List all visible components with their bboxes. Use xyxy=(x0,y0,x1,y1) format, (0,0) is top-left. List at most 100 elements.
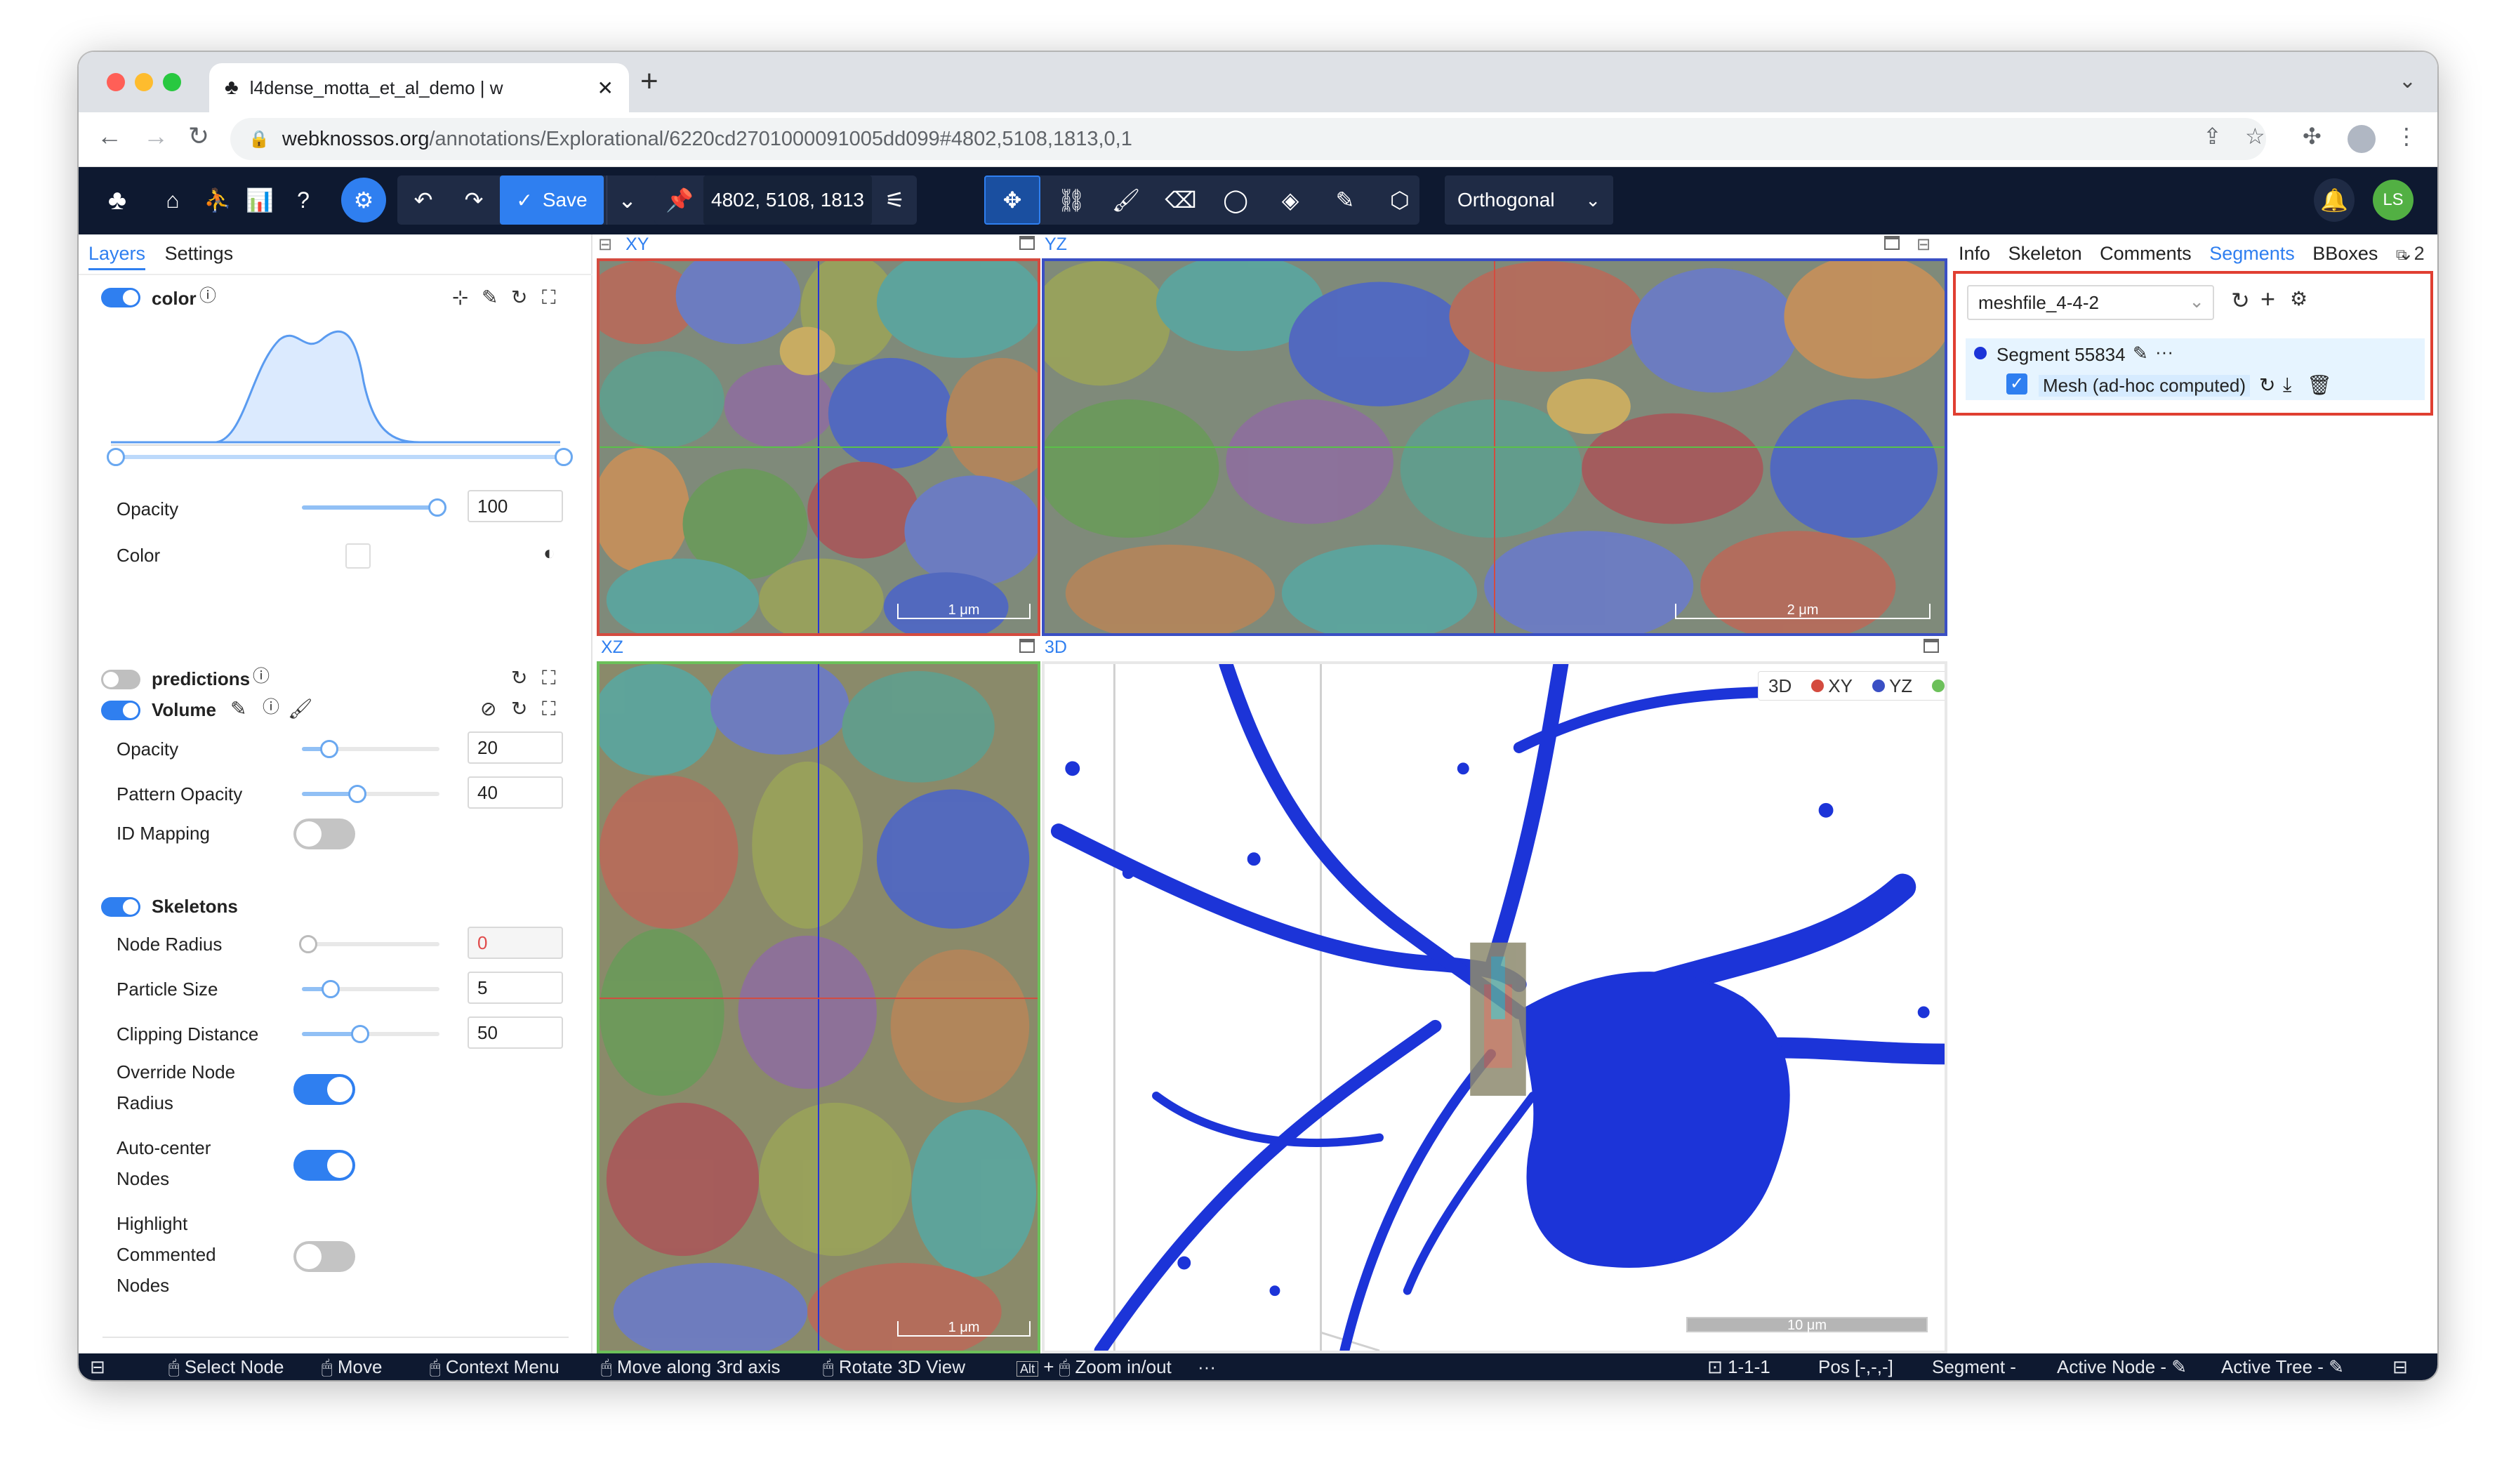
node-radius-input[interactable]: 0 xyxy=(468,927,563,959)
collapse-left-panel-icon[interactable]: ⊟ xyxy=(90,1356,105,1377)
xy-viewport[interactable]: 1 μm xyxy=(597,258,1040,636)
share-icon[interactable]: ⇪ xyxy=(2203,124,2222,149)
view-mode-select[interactable]: Orthogonal ⌄ xyxy=(1445,175,1613,225)
collapse-left-icon[interactable]: ⊟ xyxy=(598,235,613,254)
reload-icon[interactable]: ↻ xyxy=(511,667,528,689)
pattern-opacity-slider[interactable] xyxy=(302,785,439,803)
brush-tool-icon[interactable]: 🖌 xyxy=(1111,187,1141,213)
skeleton-tool-icon[interactable]: ⛓ xyxy=(1057,187,1086,213)
save-dropdown-chevron-icon[interactable]: ⌄ xyxy=(607,175,647,225)
segment-row[interactable]: Segment 55834 ✎ ··· xyxy=(1966,338,2425,369)
histogram-range-slider[interactable] xyxy=(107,448,573,466)
fit-bbox-icon[interactable]: ⛶ xyxy=(542,286,556,308)
tab-skeleton[interactable]: Skeleton xyxy=(2008,243,2082,264)
tab-comments[interactable]: Comments xyxy=(2100,243,2192,264)
home-icon[interactable]: ⌂ xyxy=(166,187,180,213)
pin-icon[interactable]: 📌 xyxy=(666,187,694,213)
fill-tool-icon[interactable]: ◈ xyxy=(1281,187,1299,213)
invert-color-icon[interactable]: ◐ xyxy=(543,542,555,564)
help-icon[interactable]: ? xyxy=(297,187,310,213)
maximize-xz-icon[interactable] xyxy=(1019,639,1035,653)
edit-icon[interactable]: ✎ xyxy=(482,286,498,308)
pattern-opacity-input[interactable]: 40 xyxy=(468,776,563,809)
disable-icon[interactable]: ⊘ xyxy=(480,698,497,720)
volume-opacity-input[interactable]: 20 xyxy=(468,731,563,764)
more-menu-icon[interactable]: ⋮ xyxy=(2395,124,2418,149)
tab-layers[interactable]: Layers xyxy=(88,243,146,270)
browser-tab[interactable]: ♣ l4dense_motta_et_al_demo | w ✕ xyxy=(209,63,629,112)
extensions-icon[interactable]: ✣ xyxy=(2303,124,2322,149)
undo-icon[interactable]: ↶ xyxy=(413,187,433,213)
histogram-min-handle[interactable] xyxy=(107,448,125,466)
bounding-box-tool-icon[interactable]: ⬡ xyxy=(1390,187,1410,213)
color-picker-swatch[interactable] xyxy=(345,543,371,569)
url-input[interactable]: 🔒 webknossos.org/annotations/Exploration… xyxy=(230,118,2266,160)
legend-xy[interactable]: XY xyxy=(1801,675,1862,697)
webknossos-logo-icon[interactable]: ♣ xyxy=(107,184,127,216)
legend-yz[interactable]: YZ xyxy=(1862,675,1922,697)
highlight-commented-toggle[interactable] xyxy=(293,1241,355,1272)
zoom-window-button[interactable] xyxy=(163,73,181,91)
bookmark-star-icon[interactable]: ☆ xyxy=(2245,124,2265,149)
yz-viewport[interactable]: 2 μm xyxy=(1042,258,1947,636)
tab-settings[interactable]: Settings xyxy=(164,243,234,264)
legend-3d[interactable]: 3D xyxy=(1768,675,1792,696)
minimize-window-button[interactable] xyxy=(135,73,153,91)
node-radius-slider[interactable] xyxy=(299,935,439,953)
td-viewport[interactable]: 3D XY YZ XZ ⚙ 10 μm xyxy=(1042,661,1947,1353)
settings-gear-icon[interactable]: ⚙ xyxy=(341,178,386,223)
refresh-mesh-icon[interactable]: ↻ xyxy=(2259,374,2276,396)
legend-xz[interactable]: XZ xyxy=(1922,675,1945,697)
collapse-right-icon[interactable]: ⊟ xyxy=(1916,235,1931,254)
predictions-layer-toggle[interactable] xyxy=(101,670,140,689)
statistics-icon[interactable]: 📊 xyxy=(246,187,274,213)
reload-icon[interactable]: ↻ xyxy=(511,286,528,308)
segment-more-icon[interactable]: ··· xyxy=(2155,341,2173,362)
move-tool-icon[interactable]: ✥ xyxy=(984,175,1040,225)
mesh-visible-checkbox[interactable]: ✓ xyxy=(2006,373,2027,395)
maximize-xy-icon[interactable] xyxy=(1019,236,1035,250)
user-avatar[interactable]: LS xyxy=(2373,180,2414,220)
volume-layer-toggle[interactable] xyxy=(101,701,140,720)
close-window-button[interactable] xyxy=(107,73,125,91)
maximize-3d-icon[interactable] xyxy=(1924,639,1939,653)
close-tab-icon[interactable]: ✕ xyxy=(597,77,614,99)
collapse-right-panel-icon[interactable]: ⊟ xyxy=(2392,1356,2408,1377)
color-opacity-input[interactable]: 100 xyxy=(468,490,563,522)
more-hints[interactable]: ··· xyxy=(1198,1356,1216,1377)
tab-bboxes[interactable]: BBoxes xyxy=(2312,243,2378,264)
refresh-meshes-icon[interactable]: ↻ xyxy=(2231,288,2250,313)
xz-viewport[interactable]: 1 μm xyxy=(597,661,1040,1353)
edit-segment-icon[interactable]: ✎ xyxy=(2133,343,2148,364)
fit-bbox-icon[interactable]: ⛶ xyxy=(542,698,556,720)
forward-icon[interactable]: → xyxy=(143,121,168,150)
back-icon[interactable]: ← xyxy=(97,121,122,150)
edit-icon[interactable]: ✎ xyxy=(230,698,247,720)
notification-bell-icon[interactable]: 🔔 xyxy=(2314,178,2355,222)
meshfile-select[interactable]: meshfile_4-4-2 ⌄ xyxy=(1967,285,2214,320)
crosshair-icon[interactable]: ⊹ xyxy=(452,286,469,308)
volume-opacity-slider[interactable] xyxy=(302,740,439,758)
particle-size-slider[interactable] xyxy=(302,980,439,998)
chevron-down-icon[interactable]: ⌄ xyxy=(2398,69,2416,93)
reload-icon[interactable]: ↻ xyxy=(511,698,528,720)
id-mapping-toggle[interactable] xyxy=(293,819,355,849)
detach-tab-icon[interactable]: ⧉ xyxy=(2395,246,2407,263)
particle-size-input[interactable]: 5 xyxy=(468,972,563,1004)
histogram-max-handle[interactable] xyxy=(555,448,573,466)
fit-bbox-icon[interactable]: ⛶ xyxy=(542,667,556,689)
eraser-tool-icon[interactable]: ⌫ xyxy=(1165,187,1197,213)
info-icon[interactable]: ⓘ xyxy=(253,667,270,686)
tab-overflow-dropdown[interactable]: ⌄2 xyxy=(2398,243,2425,264)
mesh-settings-gear-icon[interactable]: ⚙ xyxy=(2290,288,2308,310)
download-mesh-icon[interactable]: ⤓ xyxy=(2283,373,2292,395)
override-radius-toggle[interactable] xyxy=(293,1074,355,1105)
tab-segments[interactable]: Segments xyxy=(2209,243,2295,264)
autocenter-toggle[interactable] xyxy=(293,1150,355,1181)
new-tab-button[interactable]: + xyxy=(640,64,658,98)
save-button[interactable]: ✓ Save xyxy=(500,175,604,225)
reload-icon[interactable]: ↻ xyxy=(188,121,210,150)
delete-mesh-icon[interactable]: 🗑 xyxy=(2307,374,2332,396)
lasso-tool-icon[interactable]: ◯ xyxy=(1223,187,1248,213)
brush-icon[interactable]: 🖌 xyxy=(288,698,313,720)
